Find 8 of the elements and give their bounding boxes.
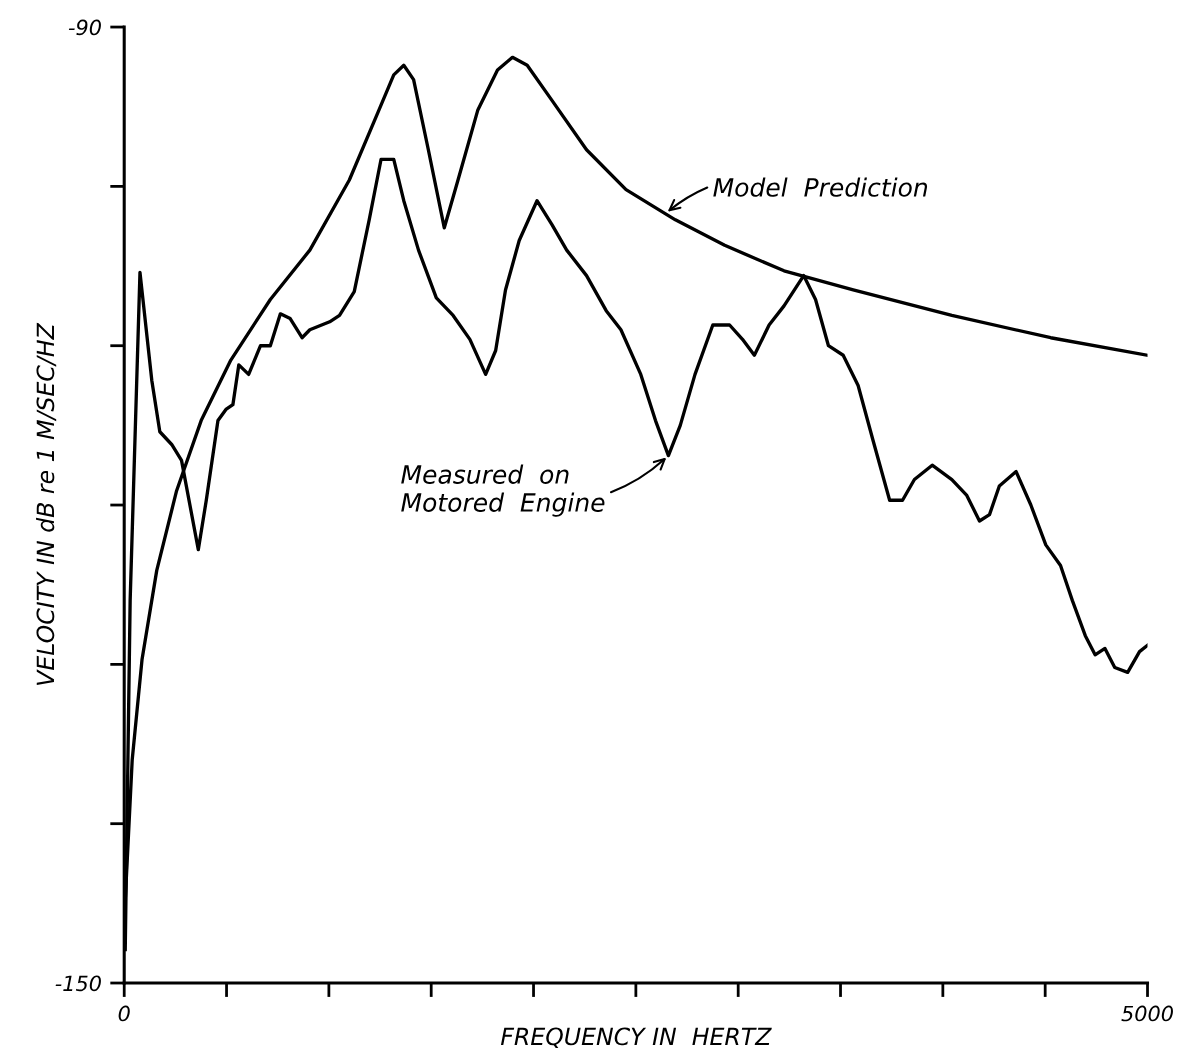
x-tick-label: 0	[118, 1005, 130, 1022]
y-tick-label: -150	[55, 975, 101, 992]
y-tick-label: -90	[68, 19, 101, 36]
annotation: Model Prediction	[713, 177, 928, 197]
y-axis-title: VELOCITY IN dB re 1 M/SEC/HZ	[36, 322, 57, 685]
annotation: Measured on Motored Engine	[401, 464, 605, 517]
x-axis-title: FREQUENCY IN HERTZ	[500, 1027, 772, 1049]
x-tick-label: 5000	[1121, 1005, 1173, 1022]
